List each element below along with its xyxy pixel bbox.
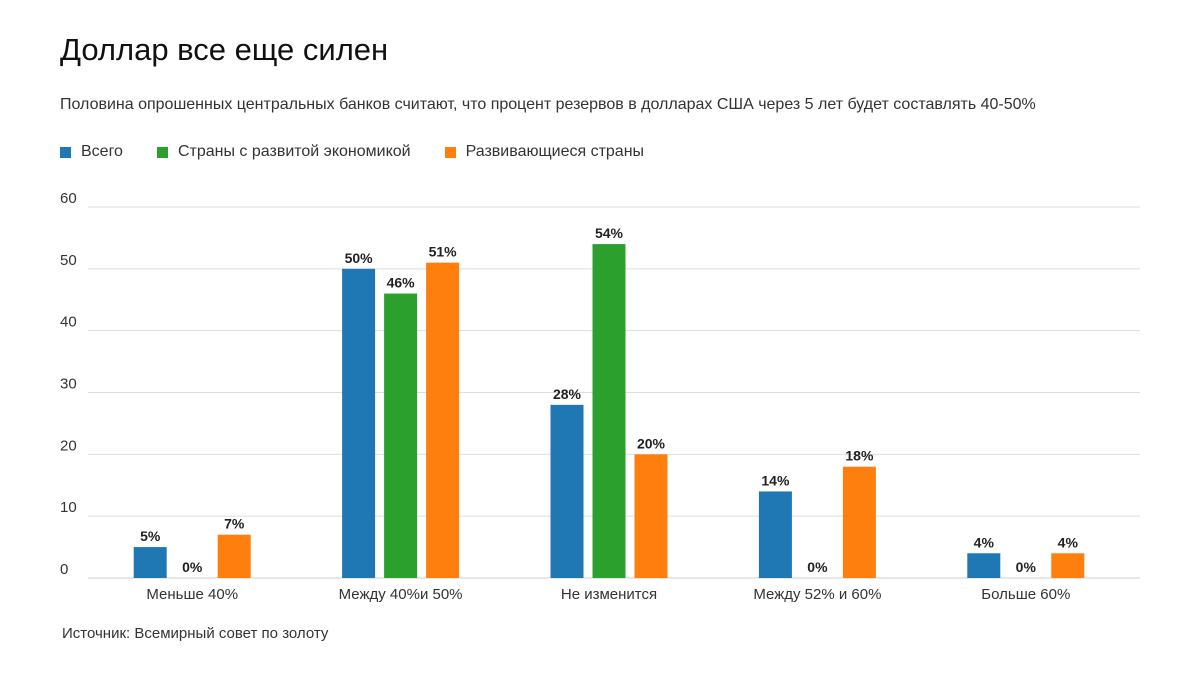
data-label: 0% [807, 559, 828, 575]
legend-item-total: Всего [60, 143, 123, 161]
y-tick-label: 60 [60, 190, 77, 207]
legend-swatch-developed [156, 146, 168, 158]
bar [634, 454, 668, 578]
data-labels: 5% 0% 7% 50% 46% 51% 28% 54% 20% 14% 0% 18% 4% 0% 4% [140, 225, 1078, 575]
data-label: 0% [1016, 559, 1037, 575]
bar [342, 268, 376, 578]
legend: Всего Страны с развитой экономикой Разви… [60, 143, 644, 161]
x-tick-label: Между 52% и 60% [753, 586, 881, 603]
bar [550, 404, 584, 578]
data-label: 28% [553, 386, 582, 402]
y-tick-label: 30 [60, 376, 77, 393]
legend-swatch-developing [444, 146, 456, 158]
bar [1051, 553, 1085, 578]
bar [592, 244, 626, 578]
y-axis: 0 10 20 30 40 50 60 [60, 190, 77, 578]
data-label: 20% [637, 435, 666, 451]
bar [758, 491, 792, 578]
data-label: 18% [845, 448, 874, 464]
legend-label-total: Всего [81, 143, 123, 160]
data-label: 7% [224, 516, 245, 532]
legend-item-developing: Развивающиеся страны [444, 143, 645, 161]
bar [217, 534, 251, 578]
x-tick-label: Меньше 40% [146, 586, 238, 603]
chart-title: Доллар все еще силен [60, 32, 389, 67]
x-tick-label: Не изменится [561, 586, 657, 603]
x-tick-label: Больше 60% [981, 586, 1070, 603]
data-label: 50% [345, 250, 374, 266]
data-label: 4% [974, 534, 995, 550]
bar [842, 466, 876, 578]
bars [133, 244, 1085, 578]
data-label: 46% [387, 275, 416, 291]
bar-chart: 5% 0% 7% 50% 46% 51% 28% 54% 20% 14% 0% 18% 4% 0% 4% М… [60, 190, 1140, 603]
bar [133, 547, 167, 578]
legend-item-developed: Страны с развитой экономикой [156, 143, 411, 161]
legend-label-developed: Страны с развитой экономикой [177, 143, 411, 160]
legend-label-developing: Развивающиеся страны [465, 143, 645, 160]
bar [426, 262, 460, 578]
data-label: 54% [595, 225, 624, 241]
chart-subtitle: Половина опрошенных центральных банков с… [60, 96, 1036, 113]
bar [384, 293, 418, 578]
data-label: 14% [761, 472, 790, 488]
legend-swatch-total [60, 146, 71, 158]
y-tick-label: 0 [60, 561, 68, 578]
data-label: 4% [1058, 534, 1079, 550]
y-tick-label: 50 [60, 252, 77, 269]
data-label: 0% [182, 559, 203, 575]
x-tick-label: Между 40%и 50% [339, 586, 463, 603]
data-label: 51% [429, 244, 458, 260]
x-axis: Меньше 40% Между 40%и 50% Не изменится Межд… [146, 586, 1070, 603]
source-note: Источник: Всемирный совет по золоту [62, 625, 329, 642]
y-tick-label: 20 [60, 437, 77, 454]
y-tick-label: 10 [60, 499, 77, 516]
data-label: 5% [140, 528, 161, 544]
y-tick-label: 40 [60, 314, 77, 331]
bar [967, 553, 1001, 578]
